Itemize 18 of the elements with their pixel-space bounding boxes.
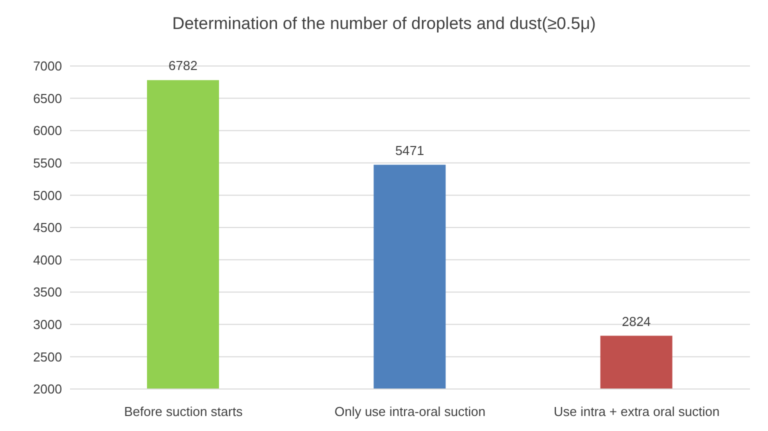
y-tick-label: 3500 — [33, 284, 62, 300]
y-tick-label: 4500 — [33, 220, 62, 236]
y-tick-label: 2500 — [33, 349, 62, 364]
data-label: 2824 — [622, 314, 651, 329]
x-tick-label: Use intra + extra oral suction — [554, 404, 720, 420]
y-tick-label: 5000 — [33, 188, 62, 203]
x-tick-label: Before suction starts — [124, 404, 244, 420]
y-tick-label: 5500 — [33, 156, 62, 171]
chart-title: Determination of the number of droplets and dust(≥0.5μ) — [171, 13, 597, 35]
y-tick-label: 2000 — [33, 382, 62, 397]
y-tick-label: 3000 — [33, 317, 62, 332]
data-label: 5471 — [395, 142, 424, 158]
x-tick-label: Only use intra-oral suction — [334, 404, 486, 420]
y-tick-label: 6000 — [33, 123, 62, 138]
y-tick-label: 4000 — [33, 252, 62, 268]
y-tick-label: 6500 — [33, 90, 62, 106]
y-tick-label: 7000 — [33, 58, 62, 74]
data-label: 6782 — [168, 58, 198, 74]
